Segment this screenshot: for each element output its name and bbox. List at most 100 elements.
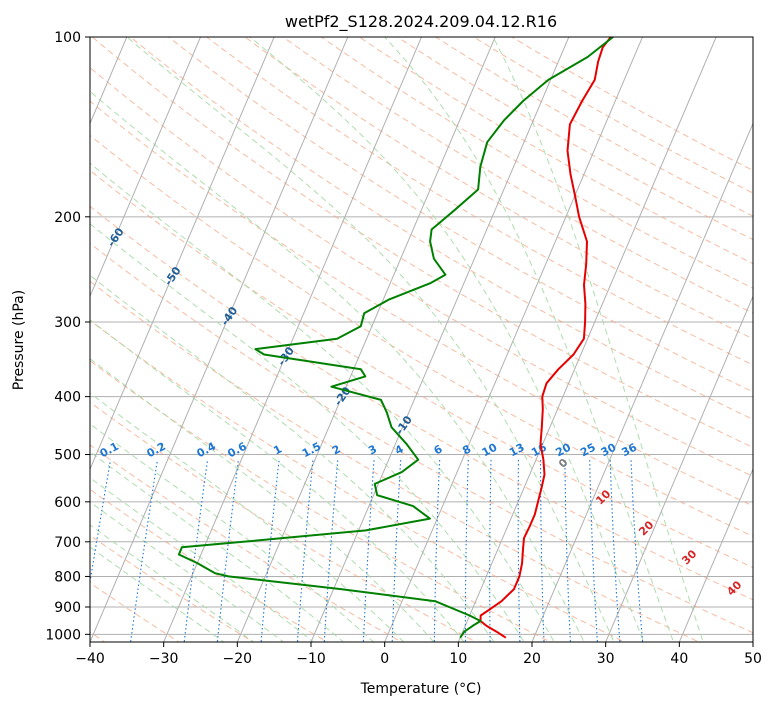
mixing-ratio-line [130,459,159,642]
moist-adiabat-label: 0 [556,456,571,471]
dry-adiabat [434,37,753,217]
mixing-ratio-line [517,459,521,642]
isotherm-line [531,122,753,642]
isotherm-line [163,37,423,642]
isotherm-label: -50 [162,264,184,288]
dry-adiabat [90,134,753,537]
y-axis-title: Pressure (hPa) [11,290,27,390]
x-tick-label: −20 [223,651,253,667]
y-tick-label: 1000 [45,627,81,643]
dry-adiabat [90,100,753,507]
profiles [177,37,614,639]
isotherm-line [678,467,753,642]
isotherm-line [752,640,753,642]
mixing-ratio-label: 0.6 [225,440,249,461]
moist-adiabat [384,37,675,642]
mixing-ratio-label: 20 [553,441,573,460]
dry-adiabat [205,37,753,366]
dry-adiabat [90,280,701,642]
mixing-ratio-label: 6 [432,442,445,457]
mixing-ratio-label: 1 [271,442,284,457]
background-lines [0,24,753,650]
mixing-ratio-line [90,459,112,586]
moist-adiabat [90,223,525,642]
isotherm-line [90,37,349,642]
x-axis-title: Temperature (°C) [360,681,482,697]
x-tick-label: −40 [75,651,105,667]
x-tick-label: −10 [296,651,326,667]
y-tick-label: 700 [54,535,81,551]
y-tick-label: 500 [54,448,81,464]
moist-adiabat [126,37,615,642]
moist-adiabat [90,319,465,642]
y-tick-label: 300 [54,315,81,331]
isotherm-label: -40 [218,304,240,328]
moist-adiabat [90,274,495,642]
mixing-ratio-label: 1.5 [300,440,323,461]
moist-adiabat [249,37,645,642]
dry-adiabat [91,37,753,449]
x-tick-label: 20 [523,651,541,667]
x-tick-label: 50 [744,651,762,667]
dewpoint-profile [177,37,614,639]
y-tick-label: 900 [54,600,81,616]
mixing-ratio-label: 36 [619,441,639,460]
dry-adiabat [90,205,753,601]
mixing-ratio-line [216,459,239,642]
moist-adiabat [492,37,704,642]
dry-adiabat [358,37,753,265]
dry-adiabat [244,37,753,340]
dry-adiabat [511,37,753,171]
mixing-ratio-label: 30 [599,441,619,460]
moist-adiabat [90,501,285,642]
mixing-ratio-line [489,459,492,642]
moist-adiabat [90,358,435,642]
x-tick-label: 40 [670,651,688,667]
mixing-ratio-line [323,459,339,642]
x-axis: −40 −30 −20 −10 0 10 20 30 40 50 [75,642,762,667]
isotherm-line [457,37,717,642]
isotherm-label: -70 [48,185,70,209]
dry-adiabat [90,319,626,642]
isotherm-line [605,295,753,642]
y-tick-label: 600 [54,495,81,511]
moist-adiabat [90,423,375,642]
isotherm-line [90,37,202,298]
temperature-profile [479,37,612,639]
moist-adiabat [90,546,225,642]
mixing-ratio-label: 25 [578,441,598,460]
isotherm-line [384,37,644,642]
isotherm-line [310,37,570,642]
dry-adiabat [90,534,255,642]
mixing-ratio-line [391,459,402,642]
y-tick-label: 800 [54,569,81,585]
dry-adiabat [396,37,753,241]
mixing-ratio-line [183,459,209,642]
background-labels: 0.10.20.40.611.52346810131620253036-100-… [0,156,745,598]
moist-adiabat [90,90,585,642]
dry-adiabat [90,242,753,634]
y-tick-label: 400 [54,390,81,406]
plot-frame [89,36,754,643]
x-tick-label: −30 [149,651,179,667]
y-tick-label: 100 [54,30,81,46]
isotherm-label: -80 [0,156,9,180]
moist-adiabat [90,162,555,642]
y-axis: 100 200 300 400 500 600 700 800 900 1000 [45,30,90,643]
isotherm-label: -60 [105,225,127,249]
mixing-ratio-line [296,459,314,642]
y-tick-label: 200 [54,210,81,226]
dry-adiabat [129,37,753,420]
isotherm-line [0,24,59,650]
moist-adiabat-label: 40 [724,578,744,598]
mixing-ratio-label: 3 [366,442,379,457]
dry-adiabat [90,360,552,642]
mixing-ratio-label: 10 [480,441,500,460]
dry-adiabat [320,37,753,289]
moist-adiabat-label: 30 [679,547,699,567]
x-tick-label: 0 [380,651,389,667]
mixing-ratio-label: 2 [330,442,343,457]
moist-adiabat [90,392,405,642]
mixing-ratio-line [564,459,571,642]
